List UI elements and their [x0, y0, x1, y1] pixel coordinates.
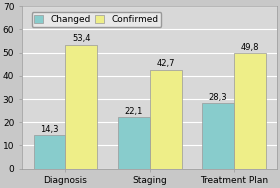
- Bar: [150, 70, 181, 169]
- Bar: [202, 103, 234, 169]
- Text: 14,3: 14,3: [40, 125, 59, 134]
- Text: 42,7: 42,7: [156, 59, 175, 68]
- Bar: [34, 135, 66, 169]
- Legend: Changed, Confirmed: Changed, Confirmed: [32, 12, 162, 27]
- Text: 49,8: 49,8: [241, 43, 259, 52]
- Text: 53,4: 53,4: [72, 34, 91, 43]
- Bar: [118, 117, 150, 169]
- Bar: [66, 45, 97, 169]
- Text: 28,3: 28,3: [208, 92, 227, 102]
- Bar: [234, 53, 266, 169]
- Text: 22,1: 22,1: [124, 107, 143, 116]
